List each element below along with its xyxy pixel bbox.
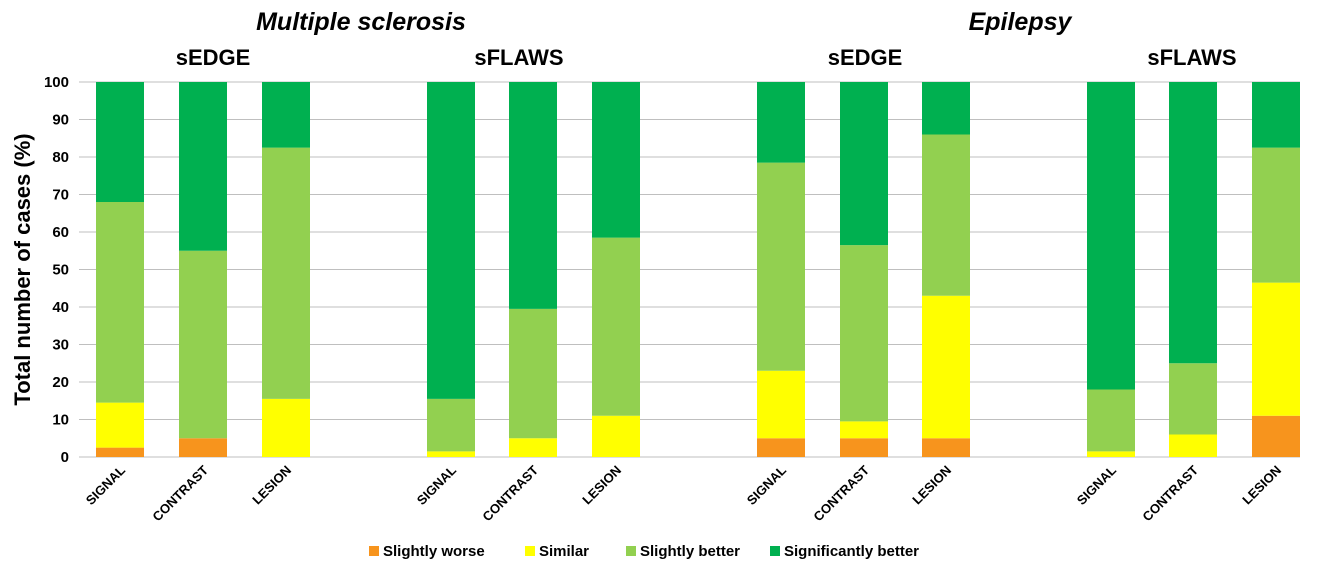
bar-segment-similar bbox=[592, 415, 640, 457]
bar-segment-significantly-better bbox=[840, 82, 888, 246]
legend-swatch bbox=[525, 546, 535, 556]
legend-label: Significantly better bbox=[784, 543, 919, 560]
bar-segment-slightly-better bbox=[922, 134, 970, 296]
subgroup-title: sEDGE bbox=[828, 45, 903, 70]
group-title: Epilepsy bbox=[969, 8, 1073, 36]
bar-segment-similar bbox=[96, 402, 144, 448]
group-title: Multiple sclerosis bbox=[256, 8, 466, 36]
y-tick-label: 90 bbox=[52, 112, 69, 129]
bar-segment-similar bbox=[1169, 434, 1217, 457]
bar-segment-similar bbox=[840, 421, 888, 439]
bar-segment-slightly-worse bbox=[840, 438, 888, 457]
x-tick-label: SIGNAL bbox=[414, 462, 459, 507]
bar-segment-slightly-better bbox=[1169, 363, 1217, 435]
bar-segment-significantly-better bbox=[1087, 82, 1135, 390]
subgroup-title: sFLAWS bbox=[474, 45, 563, 70]
bar-segment-similar bbox=[757, 370, 805, 439]
legend-label: Slightly better bbox=[640, 543, 740, 560]
bar-segment-slightly-better bbox=[1252, 147, 1300, 283]
bar-segment-significantly-better bbox=[1252, 82, 1300, 148]
y-tick-label: 60 bbox=[52, 224, 69, 241]
bar-segment-slightly-better bbox=[757, 162, 805, 371]
legend-swatch bbox=[770, 546, 780, 556]
y-axis-label: Total number of cases (%) bbox=[10, 133, 35, 405]
bar-segment-significantly-better bbox=[1169, 82, 1217, 364]
bar-segment-significantly-better bbox=[922, 82, 970, 135]
bar-segment-significantly-better bbox=[96, 82, 144, 202]
bar-segment-slightly-worse bbox=[757, 438, 805, 457]
bar-segment-similar bbox=[427, 451, 475, 457]
legend-swatch bbox=[626, 546, 636, 556]
bar-segment-slightly-better bbox=[96, 202, 144, 403]
y-tick-label: 50 bbox=[52, 262, 69, 279]
subgroup-title: sEDGE bbox=[176, 45, 251, 70]
bar-segment-significantly-better bbox=[262, 82, 310, 148]
x-tick-label: CONTRAST bbox=[810, 462, 872, 524]
bar-segment-slightly-worse bbox=[922, 438, 970, 457]
x-tick-label: SIGNAL bbox=[83, 462, 128, 507]
x-tick-label: LESION bbox=[579, 463, 624, 508]
bar-segment-slightly-better bbox=[262, 147, 310, 399]
x-tick-label: SIGNAL bbox=[1074, 462, 1119, 507]
y-tick-label: 40 bbox=[52, 299, 69, 316]
bar-segment-significantly-better bbox=[427, 82, 475, 399]
x-tick-label: CONTRAST bbox=[479, 462, 541, 524]
bar-segment-significantly-better bbox=[509, 82, 557, 309]
bar-segment-slightly-worse bbox=[96, 447, 144, 457]
y-tick-label: 70 bbox=[52, 187, 69, 204]
bar-segment-slightly-better bbox=[509, 308, 557, 439]
y-tick-label: 20 bbox=[52, 374, 69, 391]
y-tick-label: 80 bbox=[52, 149, 69, 166]
bar-segment-significantly-better bbox=[757, 82, 805, 163]
bar-segment-similar bbox=[922, 295, 970, 439]
bar-segment-similar bbox=[509, 438, 557, 457]
x-tick-label: CONTRAST bbox=[149, 462, 211, 524]
y-tick-label: 30 bbox=[52, 337, 69, 354]
x-tick-label: LESION bbox=[249, 463, 294, 508]
x-tick-label: CONTRAST bbox=[1139, 462, 1201, 524]
bar-segment-slightly-better bbox=[427, 398, 475, 452]
bar-segment-slightly-better bbox=[179, 250, 227, 439]
bar-segment-similar bbox=[262, 398, 310, 457]
legend-swatch bbox=[369, 546, 379, 556]
y-tick-label: 10 bbox=[52, 412, 69, 429]
legend-label: Slightly worse bbox=[383, 543, 485, 560]
x-tick-label: LESION bbox=[909, 463, 954, 508]
legend-label: Similar bbox=[539, 543, 589, 560]
bar-segment-significantly-better bbox=[179, 82, 227, 251]
x-tick-label: SIGNAL bbox=[744, 462, 789, 507]
bar-segment-slightly-worse bbox=[1252, 415, 1300, 457]
bar-segment-slightly-better bbox=[592, 237, 640, 416]
bar-segment-significantly-better bbox=[592, 82, 640, 238]
y-tick-label: 0 bbox=[61, 449, 69, 466]
subgroup-title: sFLAWS bbox=[1147, 45, 1236, 70]
bar-segment-slightly-better bbox=[1087, 389, 1135, 452]
bar-segment-slightly-better bbox=[840, 245, 888, 422]
bar-segment-similar bbox=[1087, 451, 1135, 457]
y-tick-label: 100 bbox=[44, 74, 69, 91]
bar-segment-slightly-worse bbox=[179, 438, 227, 457]
bar-segment-similar bbox=[1252, 282, 1300, 416]
x-tick-label: LESION bbox=[1239, 463, 1284, 508]
